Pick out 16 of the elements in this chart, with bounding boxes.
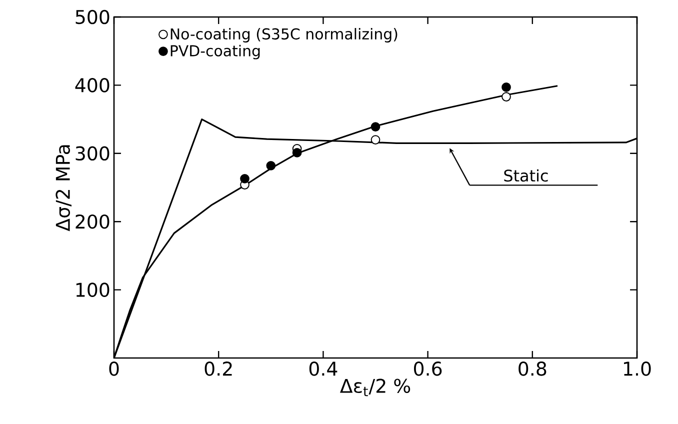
x-tick-label: 0 (109, 362, 119, 376)
y-tick-label: 400 (75, 78, 110, 92)
legend-label: PVD-coating (170, 44, 260, 60)
legend-label: No-coating (S35C normalizing) (170, 28, 398, 42)
x-tick-label: 0.2 (204, 362, 232, 376)
x-tick-label: 0.8 (518, 362, 546, 376)
y-tick-label: 500 (76, 10, 110, 24)
x-tick-label: 0.6 (414, 362, 442, 376)
x-tick-label: 0.4 (309, 362, 338, 376)
y-tick-label: 300 (76, 146, 110, 161)
y-axis-title: Δσ/2 MPa (56, 145, 72, 232)
y-tick-label: 200 (76, 214, 110, 229)
y-tick-label: 100 (76, 282, 110, 297)
legend-label: Static (504, 169, 548, 182)
x-axis-title: Δε$_{t}$/2 % (340, 378, 410, 396)
x-tick-label: 1.0 (624, 362, 651, 376)
